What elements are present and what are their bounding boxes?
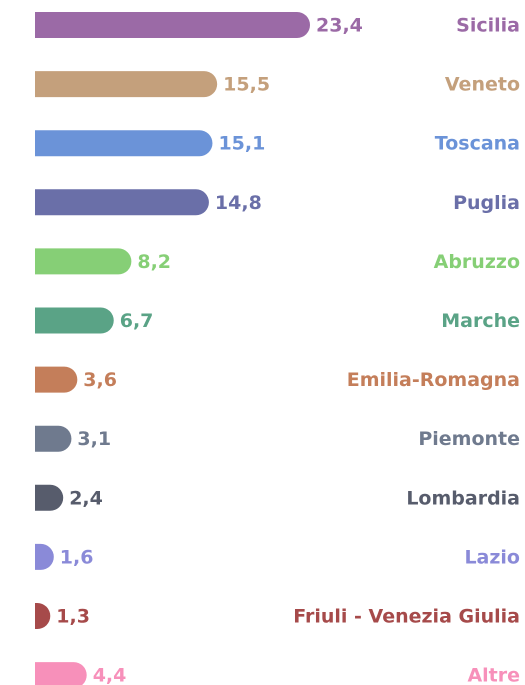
category-label: Altre [467,665,520,685]
bar [35,189,209,216]
category-label: Veneto [445,74,520,96]
bar [35,543,54,570]
bar [35,662,87,685]
value-label: 1,3 [56,606,90,628]
bar [35,248,132,275]
bar [35,130,213,157]
category-label: Toscana [435,133,520,155]
category-label: Sicilia [456,15,520,37]
bar [35,366,78,393]
bar [35,12,310,38]
category-label: Piemonte [418,428,520,450]
value-label: 15,5 [223,74,270,96]
value-label: 8,2 [137,251,171,273]
bar [35,71,218,98]
value-label: 14,8 [215,192,262,214]
value-label: 2,4 [69,487,103,509]
bar [35,307,114,334]
category-label: Abruzzo [434,251,520,273]
value-label: 4,4 [93,665,127,685]
value-label: 3,1 [77,428,111,450]
value-label: 15,1 [218,133,265,155]
value-label: 23,4 [316,15,363,37]
bar [35,484,64,511]
bar [35,425,72,452]
category-label: Puglia [453,192,520,214]
category-label: Emilia-Romagna [347,369,520,391]
value-label: 3,6 [83,369,117,391]
category-label: Lazio [464,546,520,568]
value-label: 6,7 [120,310,154,332]
category-label: Marche [441,310,520,332]
category-label: Lombardia [406,487,520,509]
value-label: 1,6 [60,546,94,568]
category-label: Friuli - Venezia Giulia [293,606,520,628]
bar [35,603,51,629]
